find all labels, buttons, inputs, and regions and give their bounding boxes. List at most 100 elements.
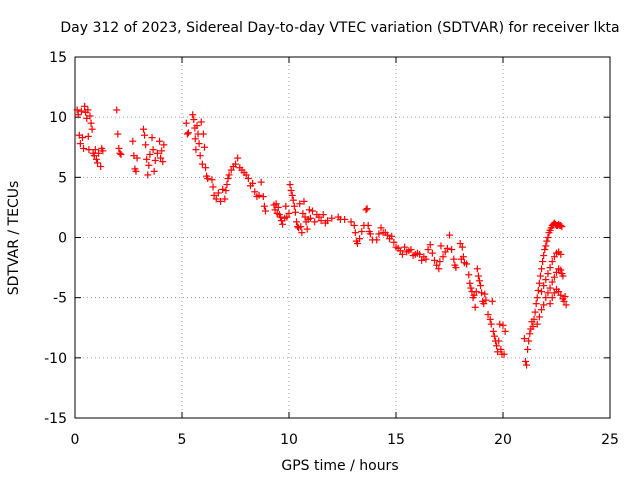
data-point-marker xyxy=(117,150,125,158)
data-point-marker xyxy=(401,243,409,251)
data-point-marker xyxy=(149,146,157,154)
data-point-marker xyxy=(542,276,550,284)
data-point-marker xyxy=(116,149,124,157)
data-point-marker xyxy=(446,231,453,239)
data-point-marker xyxy=(97,163,105,171)
data-point-marker xyxy=(272,200,280,208)
data-point-marker xyxy=(458,243,466,251)
data-point-marker xyxy=(221,195,229,203)
data-point-marker xyxy=(524,345,532,353)
data-point-marker xyxy=(150,167,158,175)
data-point-marker xyxy=(540,282,548,290)
x-tick-label: 20 xyxy=(494,432,512,448)
data-point-marker xyxy=(555,288,563,296)
data-point-marker xyxy=(398,250,406,258)
data-point-marker xyxy=(279,220,287,228)
data-point-marker xyxy=(536,272,544,280)
data-point-marker xyxy=(383,231,391,239)
data-point-marker xyxy=(388,232,396,240)
axis-ticks: 0 5 10 15 20 25 -15 -10 -5 0 5 10 15 xyxy=(44,50,619,448)
data-point-marker xyxy=(488,297,496,305)
data-point-marker xyxy=(500,350,508,358)
data-point-marker xyxy=(276,213,284,221)
data-point-marker xyxy=(535,279,543,287)
data-point-marker xyxy=(558,223,566,231)
data-point-marker xyxy=(540,252,548,260)
data-point-marker xyxy=(436,258,444,266)
data-point-marker xyxy=(456,240,464,248)
data-point-marker xyxy=(557,266,565,274)
data-point-marker xyxy=(489,327,497,335)
y-tick-label: 15 xyxy=(49,50,67,66)
data-point-marker xyxy=(234,154,242,162)
data-point-marker xyxy=(260,202,268,210)
y-tick-label: 5 xyxy=(58,170,67,186)
chart-title: Day 312 of 2023, Sidereal Day-to-day VTE… xyxy=(60,20,619,36)
data-point-marker xyxy=(351,229,359,237)
data-point-marker xyxy=(298,229,306,237)
data-point-marker xyxy=(288,191,296,199)
data-point-marker xyxy=(183,130,191,138)
data-point-marker xyxy=(319,211,327,219)
y-tick-label: -5 xyxy=(53,291,67,307)
data-point-marker xyxy=(416,250,424,258)
data-point-marker xyxy=(422,255,430,263)
data-point-marker xyxy=(540,301,548,309)
data-point-marker xyxy=(561,292,569,300)
data-point-marker xyxy=(115,144,123,152)
data-point-marker xyxy=(356,235,364,243)
y-axis-label: SDTVAR / TECUs xyxy=(6,181,22,296)
data-point-marker xyxy=(257,178,265,186)
data-point-marker xyxy=(93,159,101,167)
data-point-marker xyxy=(191,135,199,143)
data-point-marker xyxy=(484,311,492,319)
data-point-marker xyxy=(550,253,558,261)
data-point-marker xyxy=(87,119,95,127)
data-point-marker xyxy=(481,290,489,298)
data-point-marker xyxy=(471,303,479,311)
data-point-marker xyxy=(341,215,349,223)
data-point-marker xyxy=(433,261,441,269)
data-point-marker xyxy=(546,284,554,292)
data-point-marker xyxy=(227,166,235,174)
data-point-marker xyxy=(544,270,552,278)
data-point-marker xyxy=(466,279,474,287)
data-point-marker xyxy=(538,288,546,296)
data-point-marker xyxy=(259,193,267,201)
data-point-marker xyxy=(450,255,458,263)
data-point-marker xyxy=(560,297,568,305)
data-point-marker xyxy=(538,265,546,273)
data-point-marker xyxy=(195,140,203,148)
data-point-marker xyxy=(482,296,490,304)
data-point-marker xyxy=(363,205,371,213)
y-tick-label: -10 xyxy=(44,351,67,367)
data-point-marker xyxy=(441,248,449,256)
data-point-marker xyxy=(523,361,531,369)
data-point-marker xyxy=(548,294,556,302)
data-point-marker xyxy=(452,264,460,272)
data-point-marker xyxy=(353,240,361,248)
data-point-marker xyxy=(99,147,107,155)
data-point-marker xyxy=(291,208,299,216)
data-point-marker xyxy=(390,238,398,246)
data-point-marker xyxy=(475,277,483,285)
data-point-marker xyxy=(548,258,556,266)
data-point-marker xyxy=(222,187,230,195)
data-point-marker xyxy=(144,171,152,179)
data-point-marker xyxy=(559,272,567,280)
x-tick-label: 0 xyxy=(71,432,80,448)
data-point-marker xyxy=(490,332,498,340)
data-point-marker xyxy=(546,264,554,272)
data-point-marker xyxy=(311,218,319,226)
data-point-marker xyxy=(467,284,475,292)
data-point-marker xyxy=(261,207,269,215)
data-point-marker xyxy=(210,191,218,199)
data-point-marker xyxy=(146,150,154,158)
x-axis-label: GPS time / hours xyxy=(281,458,398,474)
data-point-marker xyxy=(439,253,447,261)
data-point-marker xyxy=(533,320,541,328)
data-point-marker xyxy=(544,234,552,241)
data-point-marker xyxy=(557,291,565,299)
data-point-marker xyxy=(562,301,570,309)
data-point-marker xyxy=(249,179,257,187)
